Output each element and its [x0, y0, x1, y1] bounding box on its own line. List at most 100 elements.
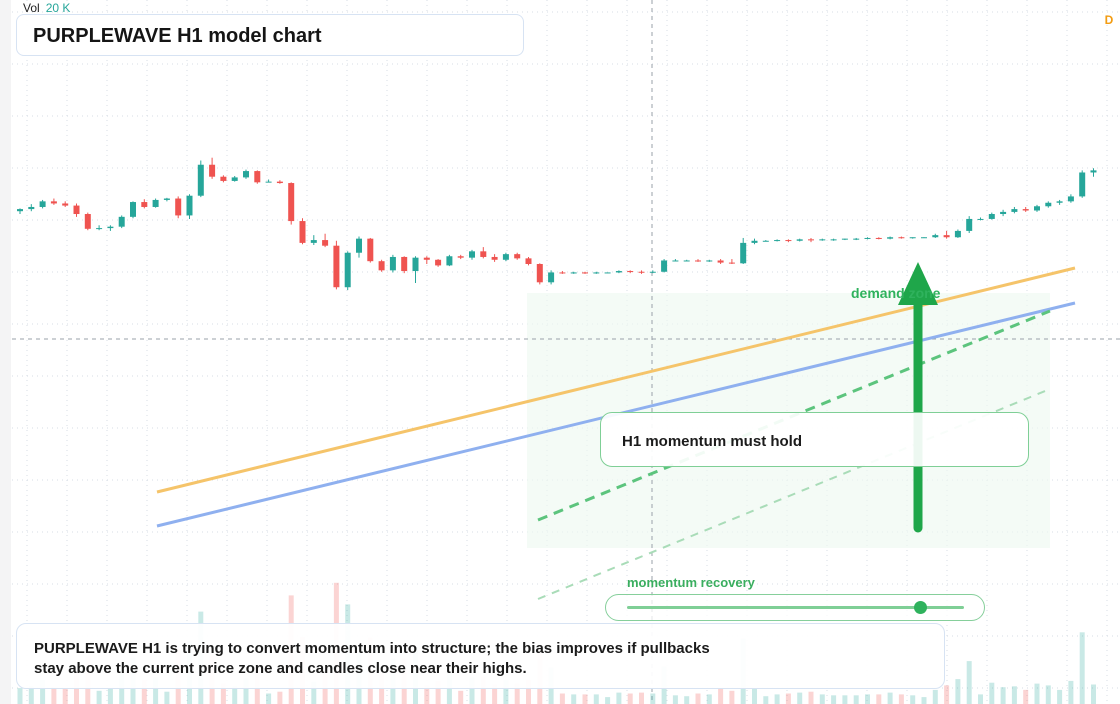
candle-body — [62, 203, 69, 206]
candle-body — [446, 256, 453, 266]
candle-body — [548, 272, 555, 283]
candle-body — [502, 254, 509, 260]
slider-track-line — [627, 606, 964, 609]
volume-bar — [514, 683, 520, 704]
volume-bar — [62, 688, 68, 704]
volume-bar — [1045, 685, 1051, 704]
volume-bar — [1079, 632, 1085, 704]
volume-bar — [650, 693, 656, 704]
candle-body — [401, 256, 408, 272]
volume-bar — [684, 696, 690, 704]
candle-body — [17, 209, 23, 212]
volume-bar — [695, 693, 701, 704]
volume-bar — [1034, 683, 1040, 704]
volume-bar — [17, 688, 23, 704]
volume-bar — [593, 694, 599, 704]
slider-handle[interactable] — [914, 601, 928, 614]
candle-body — [988, 214, 995, 219]
candle-body — [525, 258, 532, 264]
candle-body — [954, 230, 961, 238]
candle-body — [254, 171, 261, 183]
volume-bar — [989, 682, 995, 704]
candle-body — [367, 238, 374, 262]
candle-body — [593, 272, 600, 274]
momentum-callout-text: H1 momentum must hold — [622, 433, 803, 450]
candle-body — [220, 176, 227, 181]
candle-body — [73, 205, 80, 215]
volume-bar — [819, 694, 825, 704]
volume-bar — [266, 693, 272, 704]
momentum-recovery-label: momentum recovery — [627, 575, 755, 590]
candle-body — [638, 271, 645, 273]
volume-bar — [311, 681, 317, 704]
summary-text: PURPLEWAVE H1 is trying to convert momen… — [34, 640, 710, 677]
volume-bar — [706, 694, 712, 704]
candle-body — [909, 237, 916, 239]
volume-bar — [469, 677, 475, 704]
candle-body — [570, 272, 577, 274]
chart-title: PURPLEWAVE H1 model chart — [33, 25, 322, 47]
volume-bar — [763, 696, 769, 704]
candle-body — [514, 254, 521, 259]
candle-body — [96, 228, 103, 230]
candle-body — [615, 271, 622, 273]
volume-bar — [718, 689, 724, 704]
volume-bar — [141, 680, 147, 704]
volume-bar — [616, 692, 622, 704]
candle-body — [740, 242, 747, 264]
candle-body — [898, 237, 905, 239]
volume-value: 20 K — [45, 1, 71, 15]
volume-bar — [605, 697, 611, 704]
volume-bar — [1091, 684, 1096, 704]
candle-body — [28, 206, 35, 210]
volume-bar — [503, 680, 509, 704]
candle-body — [491, 256, 498, 260]
volume-bar — [458, 690, 464, 704]
volume-bar — [1023, 689, 1029, 704]
candle-body — [423, 257, 430, 260]
candle-body — [695, 260, 701, 262]
momentum-recovery-slider[interactable] — [605, 594, 985, 621]
candle-body — [785, 240, 792, 242]
volume-bar — [559, 693, 565, 704]
candle-body — [118, 216, 125, 227]
volume-bar — [40, 680, 46, 704]
candle-body — [977, 218, 984, 220]
volume-bar — [932, 689, 938, 704]
candle-body — [717, 260, 724, 263]
volume-bar — [582, 694, 588, 704]
candle-body — [265, 181, 272, 183]
volume-bar — [797, 692, 803, 704]
candle-body — [875, 237, 882, 239]
volume-bar — [28, 686, 34, 704]
candle-body — [1022, 209, 1029, 211]
candle-body — [175, 198, 182, 216]
candle-body — [231, 177, 238, 181]
volume-bar — [153, 677, 159, 704]
candle-body — [921, 237, 927, 239]
volume-bar — [627, 693, 633, 704]
volume-bar — [164, 691, 170, 704]
candle-body — [1000, 211, 1007, 215]
volume-bar — [526, 680, 531, 704]
price-scale-edge — [0, 0, 11, 704]
candle-body — [649, 271, 656, 273]
candle-body — [50, 201, 57, 204]
candle-body — [661, 260, 668, 272]
candle-body — [853, 238, 860, 240]
candle-body — [1067, 196, 1074, 202]
candle-body — [728, 262, 735, 264]
volume-bar — [729, 690, 735, 704]
chart-title-box: PURPLEWAVE H1 model chart — [16, 14, 524, 56]
momentum-callout: H1 momentum must hold — [600, 412, 1029, 467]
volume-bar — [107, 689, 113, 704]
interval-badge[interactable]: D — [1104, 13, 1114, 27]
volume-bar — [1011, 686, 1017, 704]
candle-body — [288, 183, 295, 222]
volume-bar — [1068, 680, 1074, 704]
candle-body — [774, 240, 781, 242]
candle-body — [480, 251, 487, 257]
candle-body — [627, 271, 634, 273]
volume-bar — [887, 692, 893, 704]
volume-bar — [1057, 689, 1063, 704]
